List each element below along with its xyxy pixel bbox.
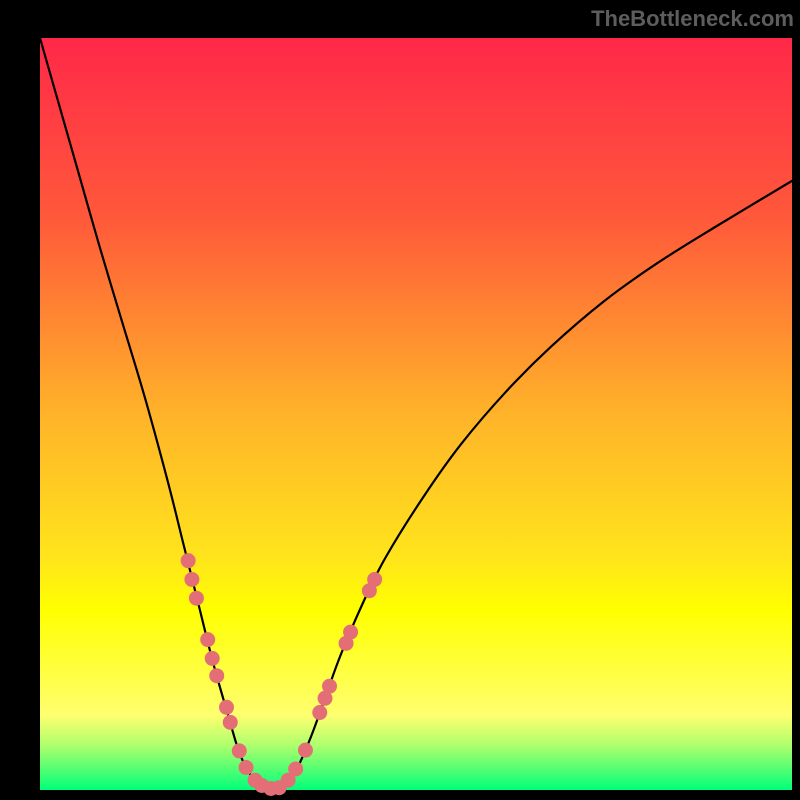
data-marker bbox=[232, 744, 246, 758]
data-marker bbox=[313, 706, 327, 720]
data-marker bbox=[220, 700, 234, 714]
data-marker bbox=[344, 625, 358, 639]
data-marker bbox=[210, 669, 224, 683]
data-marker bbox=[223, 715, 237, 729]
data-marker bbox=[298, 743, 312, 757]
chart-svg bbox=[0, 0, 800, 800]
gradient-background bbox=[40, 38, 792, 790]
watermark-text: TheBottleneck.com bbox=[591, 6, 794, 32]
data-marker bbox=[239, 760, 253, 774]
data-marker bbox=[189, 591, 203, 605]
chart-container: TheBottleneck.com bbox=[0, 0, 800, 800]
data-marker bbox=[368, 572, 382, 586]
data-marker bbox=[185, 572, 199, 586]
data-marker bbox=[201, 633, 215, 647]
data-marker bbox=[323, 679, 337, 693]
data-marker bbox=[289, 762, 303, 776]
data-marker bbox=[205, 651, 219, 665]
data-marker bbox=[181, 554, 195, 568]
